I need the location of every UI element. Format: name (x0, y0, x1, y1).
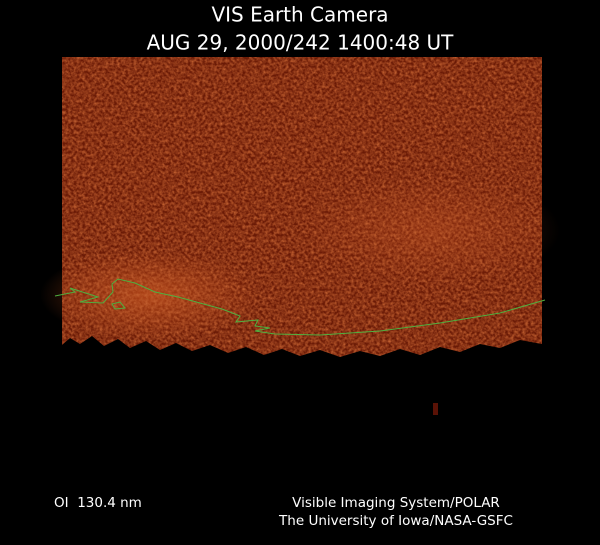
filter-label: OI 130.4 nm (54, 495, 142, 511)
coastline (111, 301, 126, 310)
image (40, 57, 560, 415)
subtitle: AUG 29, 2000/242 1400:48 UT (147, 31, 455, 55)
speck (433, 403, 438, 415)
credit: Visible Imaging System/POLAR (292, 495, 500, 511)
title: VIS Earth Camera (211, 3, 388, 27)
image-noise (62, 57, 542, 357)
night-side (62, 336, 542, 400)
credit: The University of Iowa/NASA-GSFC (278, 513, 513, 529)
coastline (54, 278, 546, 336)
